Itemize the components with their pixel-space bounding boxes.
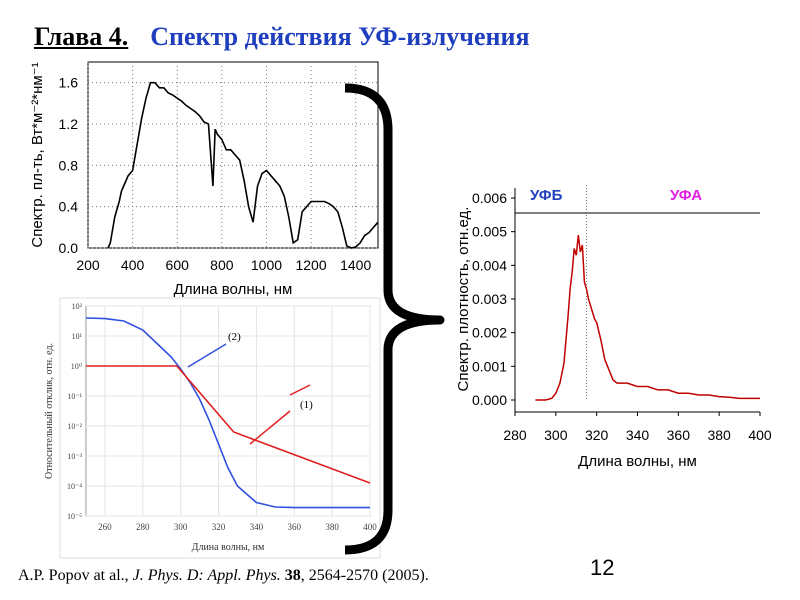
x-tick-label: 400: [748, 427, 772, 443]
x-tick-label: 360: [667, 427, 691, 443]
y-tick-label: 10⁰: [71, 362, 82, 371]
y-tick-label: 0.005: [472, 224, 507, 240]
y-tick-label: 1.6: [59, 75, 79, 91]
x-tick-label: 1000: [251, 257, 282, 273]
x-tick-label: 300: [544, 427, 568, 443]
uva-region-label: УФА: [670, 187, 702, 204]
chapter-number: Глава 4.: [34, 22, 129, 51]
citation: A.P. Popov at al., J. Phys. D: Appl. Phy…: [18, 567, 429, 585]
x-tick-label: 280: [503, 427, 527, 443]
citation-volume: 38: [284, 567, 301, 584]
x-axis-label: Длина волны, нм: [174, 281, 293, 298]
response-curve-red: [86, 365, 371, 484]
citation-authors: A.P. Popov at al.,: [18, 567, 133, 584]
y-tick-label: 0.004: [472, 257, 507, 273]
x-tick-label: 1200: [295, 257, 326, 273]
solar-spectrum-line: [107, 81, 379, 249]
annotation-arrow-1: [289, 384, 311, 396]
y-tick-label: 0.8: [59, 157, 79, 173]
uv-spectrum-line: [535, 234, 760, 401]
y-tick-label: 10¹: [72, 332, 83, 341]
y-tick-label: 10⁻⁵: [67, 512, 82, 521]
response-curve-blue: [85, 317, 370, 509]
y-tick-label: 0.4: [59, 199, 79, 215]
x-tick-label: 300: [174, 522, 188, 532]
x-axis-label: Длина волны, нм: [192, 542, 265, 553]
annotation-label-1: (1): [300, 399, 313, 411]
x-tick-label: 600: [166, 257, 190, 273]
x-tick-label: 380: [707, 427, 731, 443]
citation-pages: , 2564-2570 (2005).: [300, 567, 429, 584]
annotation-arrow-2: [187, 343, 227, 368]
y-tick-label: 0.006: [472, 190, 507, 206]
x-tick-label: 260: [98, 522, 112, 532]
x-tick-label: 340: [250, 522, 264, 532]
x-tick-label: 320: [585, 427, 609, 443]
y-axis-label: Спектр. пл-ть, Вт*м⁻²*нм⁻¹: [29, 62, 46, 247]
y-tick-label: 0.003: [472, 291, 507, 307]
page-number: 12: [590, 555, 615, 580]
inset-panel: [59, 297, 381, 559]
y-tick-label: 10⁻³: [67, 452, 82, 461]
y-tick-label: 10²: [72, 302, 83, 311]
y-axis-label: Относительный отклик, отн. ед.: [44, 343, 55, 479]
y-tick-label: 0.0: [59, 240, 79, 256]
annotation-label-2: (2): [228, 331, 241, 343]
x-tick-label: 400: [363, 522, 377, 532]
y-axis-label: Спектр. плотность, отн.ед.: [455, 207, 472, 392]
x-tick-label: 360: [288, 522, 302, 532]
chapter-topic: Спектр действия УФ-излучения: [150, 22, 530, 51]
y-tick-label: 0.002: [472, 325, 507, 341]
y-tick-label: 10⁻⁴: [67, 482, 82, 491]
uvb-region-label: УФБ: [530, 187, 563, 204]
y-tick-label: 0.000: [472, 392, 507, 408]
y-tick-label: 10⁻¹: [67, 392, 82, 401]
y-tick-label: 1.2: [59, 116, 79, 132]
x-tick-label: 1400: [340, 257, 371, 273]
x-tick-label: 400: [121, 257, 145, 273]
y-tick-label: 10⁻²: [67, 422, 82, 431]
y-tick-label: 0.001: [472, 358, 507, 374]
x-axis-label: Длина волны, нм: [578, 453, 697, 470]
x-tick-label: 340: [626, 427, 650, 443]
x-tick-label: 280: [136, 522, 150, 532]
slide-title: Глава 4. Спектр действия УФ-излучения: [34, 22, 530, 52]
x-tick-label: 800: [210, 257, 234, 273]
x-tick-label: 320: [212, 522, 226, 532]
citation-journal: J. Phys. D: Appl. Phys.: [132, 567, 281, 584]
annotation-arrow-1: [249, 410, 291, 445]
x-tick-label: 380: [325, 522, 339, 532]
x-tick-label: 200: [76, 257, 100, 273]
